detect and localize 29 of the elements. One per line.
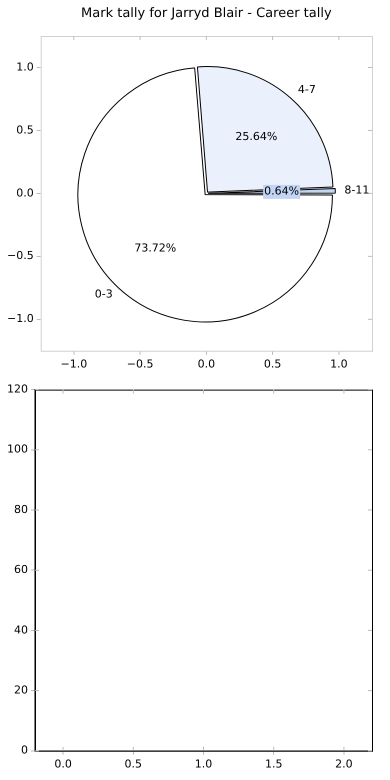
x-tick-label: 0.5 bbox=[264, 357, 282, 370]
y-tick-label: 80 bbox=[14, 502, 28, 516]
data-label: 25.64% bbox=[235, 130, 278, 143]
x-tick-label: 1.5 bbox=[264, 757, 282, 770]
x-tick-label: 0.0 bbox=[198, 357, 216, 370]
y-tick-label: 0 bbox=[20, 744, 28, 757]
data-label: 0.64% bbox=[264, 184, 300, 198]
y-tick-label: 1.0 bbox=[16, 60, 34, 74]
x-tick-label: −1.0 bbox=[60, 357, 88, 370]
slice-label: 4-7 bbox=[298, 82, 316, 96]
x-tick-label: 0.5 bbox=[124, 757, 142, 770]
y-tick-label: −1.0 bbox=[6, 312, 34, 326]
y-tick-label: 100 bbox=[6, 442, 28, 456]
x-tick-label: 0.0 bbox=[54, 757, 72, 770]
y-tick-label: 0.5 bbox=[16, 123, 34, 136]
y-tick-label: 60 bbox=[14, 563, 28, 576]
y-tick-label: 40 bbox=[14, 623, 28, 636]
chart-title: Mark tally for Jarryd Blair - Career tally bbox=[81, 6, 332, 22]
y-tick-label: −0.5 bbox=[6, 249, 34, 262]
x-tick-label: 1.0 bbox=[330, 357, 348, 370]
x-tick-label: −0.5 bbox=[126, 357, 154, 370]
data-label: 73.72% bbox=[134, 242, 176, 255]
y-tick-label: 20 bbox=[14, 683, 28, 696]
y-tick-label: 0.0 bbox=[16, 186, 34, 200]
x-tick-label: 2.0 bbox=[335, 757, 353, 770]
slice-label: 0-3 bbox=[94, 288, 113, 301]
slice-label: 8-11 bbox=[344, 183, 370, 196]
y-tick-label: 120 bbox=[6, 382, 28, 396]
x-tick-label: 1.0 bbox=[194, 757, 212, 770]
